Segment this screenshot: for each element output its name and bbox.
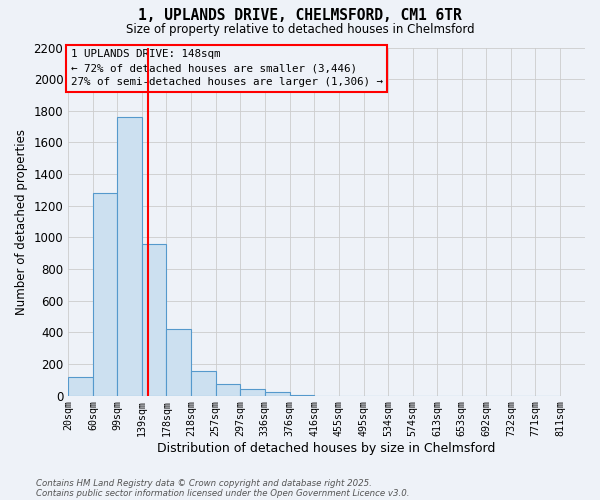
Text: 1, UPLANDS DRIVE, CHELMSFORD, CM1 6TR: 1, UPLANDS DRIVE, CHELMSFORD, CM1 6TR [138, 8, 462, 22]
Bar [166, 329, 191, 396]
Text: 1 UPLANDS DRIVE: 148sqm
← 72% of detached houses are smaller (3,446)
27% of semi: 1 UPLANDS DRIVE: 148sqm ← 72% of detache… [71, 49, 383, 87]
Y-axis label: Number of detached properties: Number of detached properties [15, 128, 28, 314]
Bar [118, 117, 142, 396]
Bar [68, 376, 93, 396]
Text: Size of property relative to detached houses in Chelmsford: Size of property relative to detached ho… [125, 22, 475, 36]
Text: Contains HM Land Registry data © Crown copyright and database right 2025.: Contains HM Land Registry data © Crown c… [36, 478, 372, 488]
Bar [191, 371, 215, 396]
Text: Contains public sector information licensed under the Open Government Licence v3: Contains public sector information licen… [36, 488, 409, 498]
X-axis label: Distribution of detached houses by size in Chelmsford: Distribution of detached houses by size … [157, 442, 496, 455]
Bar [241, 390, 265, 396]
Bar [265, 392, 290, 396]
Bar [93, 193, 118, 396]
Bar [142, 244, 166, 396]
Bar [215, 384, 241, 396]
Bar [290, 395, 314, 396]
